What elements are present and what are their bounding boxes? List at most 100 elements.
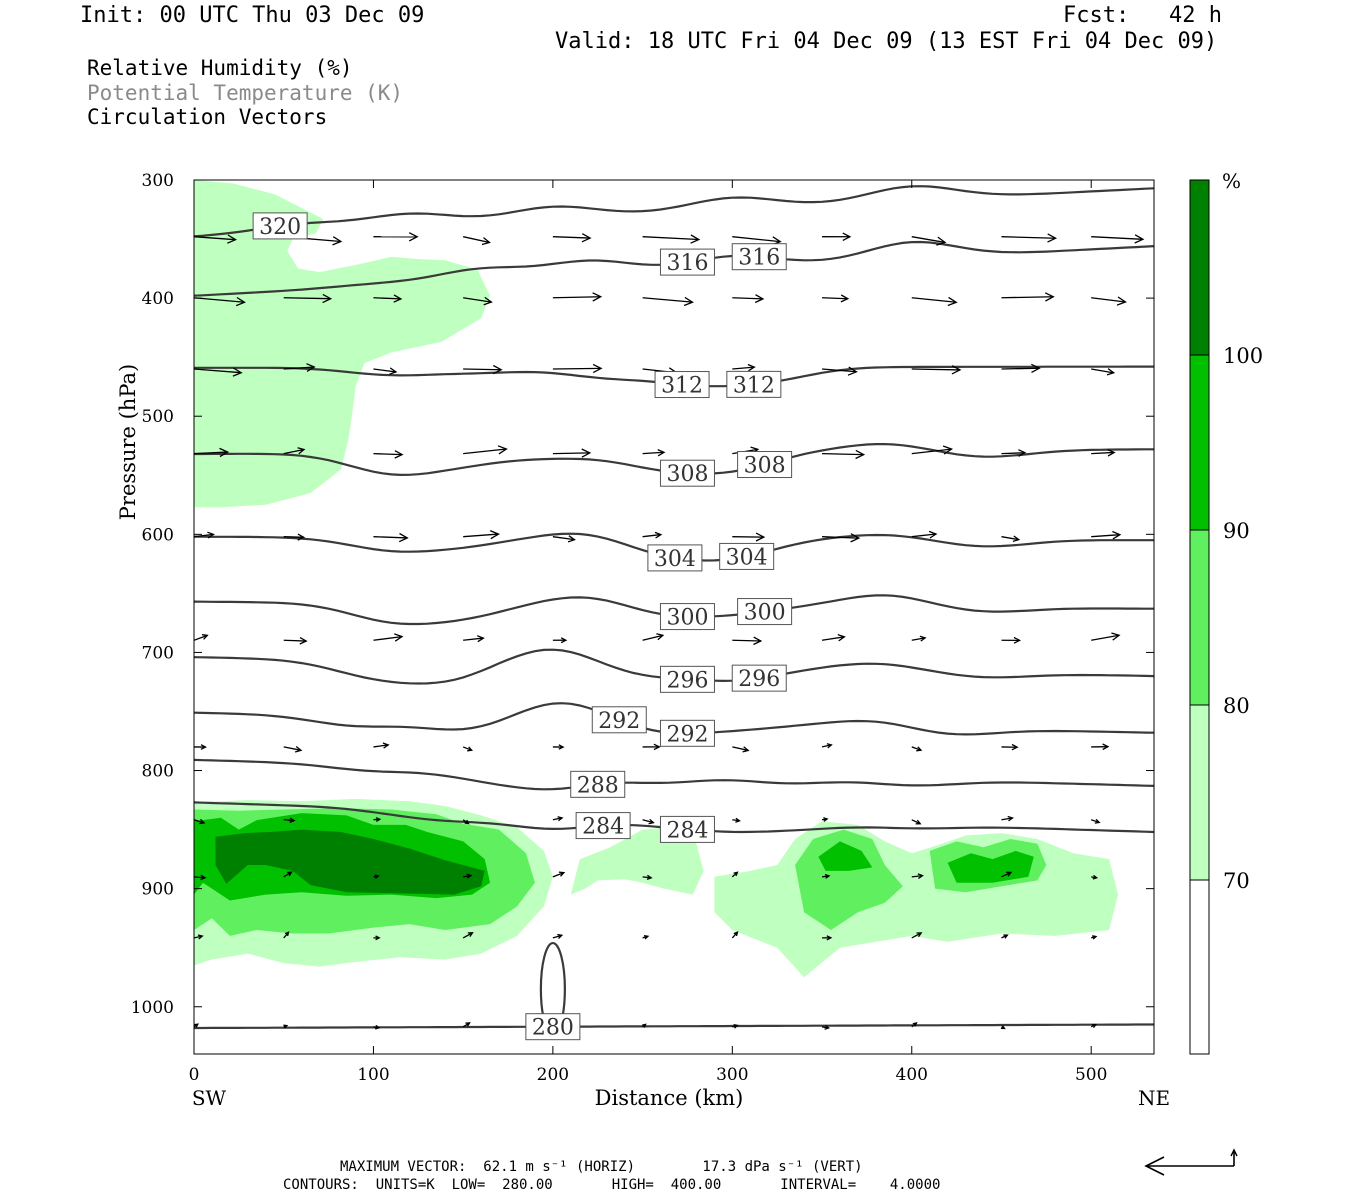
wind-vector-head (733, 871, 739, 877)
wind-vector-head (389, 367, 398, 375)
colorbar-tick-label: 100 (1223, 344, 1263, 368)
theta-label-box (252, 212, 308, 240)
wind-vector (911, 932, 922, 939)
wind-vector-head (483, 296, 493, 306)
wind-vector-head (947, 296, 958, 307)
theta-label-box (525, 1013, 581, 1041)
wind-vector-head (656, 633, 665, 641)
wind-vector-head (826, 743, 833, 749)
wind-vector-head (917, 873, 924, 879)
theta-label-box (659, 665, 715, 693)
wind-vector-head (1107, 449, 1116, 457)
wind-vector-head (299, 637, 308, 645)
wind-vector-head (560, 637, 568, 644)
field-label-vectors: Circulation Vectors (87, 105, 328, 129)
theta-label-box (731, 243, 787, 271)
wind-vector (552, 934, 563, 939)
wind-vector (552, 296, 601, 299)
x-tick-label: 200 (537, 1065, 569, 1085)
theta-label: 308 (744, 454, 786, 479)
x-tick-label: 100 (357, 1065, 389, 1085)
wind-vector (283, 639, 307, 642)
wind-vector (1091, 297, 1126, 303)
colorbar-tick-label: 90 (1223, 519, 1250, 543)
theta-label-box (737, 451, 793, 479)
wind-vector (911, 368, 961, 371)
wind-vector-head (1012, 535, 1021, 543)
theta-label: 320 (259, 215, 301, 240)
theta-label: 312 (733, 373, 775, 398)
wind-vector (822, 536, 859, 539)
wind-vector-head (375, 817, 382, 822)
init-time: Init: 00 UTC Thu 03 Dec 09 (80, 3, 425, 28)
wind-vector-head (1031, 363, 1041, 373)
wind-vector-head (646, 874, 653, 881)
contour-labels: 280 284 284 288 292 292 296 296 300 300 304 304 308 3… (252, 212, 793, 1041)
theta-label: 312 (661, 374, 703, 399)
wind-vector-head (1111, 632, 1121, 641)
wind-vector-head (1092, 935, 1098, 940)
y-tick-label: 500 (142, 407, 174, 427)
wind-vector (194, 368, 242, 374)
wind-vector-head (951, 365, 962, 375)
colorbar-unit: % (1222, 169, 1241, 193)
y-tick-label: 1000 (131, 998, 174, 1018)
wind-vector-head (753, 636, 763, 646)
wind-vector-head (657, 449, 666, 457)
theta-label: 300 (744, 601, 786, 626)
wind-vector-head (919, 635, 927, 642)
wind-vector-head (581, 448, 592, 458)
wind-vector-head (467, 746, 474, 752)
theta-label-box (726, 370, 782, 398)
wind-vector (1001, 367, 1040, 370)
wind-vector-head (199, 818, 206, 825)
wind-vector (1001, 236, 1056, 239)
wind-vector-head (489, 530, 500, 540)
wind-vector-head (297, 533, 306, 541)
y-tick-label: 600 (142, 525, 174, 545)
relative-humidity-shading (194, 180, 1119, 978)
colorbar-tick-label: 80 (1223, 694, 1250, 718)
wind-vector (732, 366, 755, 370)
wind-vector (283, 871, 292, 878)
wind-vector-head (1091, 1023, 1098, 1028)
wind-vector-head (915, 819, 922, 825)
wind-vector (911, 819, 921, 825)
x-axis-title: Distance (km) (595, 1086, 744, 1110)
wind-vector (552, 236, 591, 239)
wind-vector (1001, 536, 1019, 541)
theta-label-box (647, 544, 703, 572)
theta-label-box (659, 815, 715, 843)
wind-vector-head (466, 873, 473, 879)
wind-vector (552, 367, 602, 370)
x-tick-label: 300 (716, 1065, 748, 1085)
wind-vector-head (558, 744, 565, 750)
wind-vector (283, 536, 304, 538)
wind-vector (194, 819, 205, 824)
wind-vector-head (219, 447, 230, 458)
wind-vector (1091, 451, 1115, 455)
wind-vector-head (1047, 233, 1058, 243)
wind-vector-head (297, 447, 306, 455)
wind-vector-head (1134, 234, 1145, 244)
wind-vector (732, 297, 763, 300)
x-tick-label: 400 (896, 1065, 928, 1085)
wind-vector-head (393, 294, 403, 303)
wind-vector (373, 536, 408, 539)
wind-vector (463, 637, 484, 641)
wind-vector-head (581, 233, 592, 243)
wind-vector-head (394, 633, 404, 642)
wind-vector (822, 297, 848, 300)
wind-vector (373, 744, 389, 748)
wind-vector (911, 746, 922, 751)
wind-vector (1001, 296, 1054, 299)
colorbar-tick-label: 70 (1223, 869, 1250, 893)
wind-vector (462, 746, 472, 751)
wind-vector-head (754, 294, 765, 304)
wind-vector (462, 932, 473, 939)
wind-vector-head (916, 746, 923, 752)
wind-vector-head (557, 933, 564, 939)
y-tick-label: 800 (142, 762, 174, 782)
max-vector-footer: MAXIMUM VECTOR: 62.1 m s⁻¹ (HORIZ) 17.3 … (340, 1159, 863, 1175)
y-tick-label: 300 (142, 171, 174, 191)
